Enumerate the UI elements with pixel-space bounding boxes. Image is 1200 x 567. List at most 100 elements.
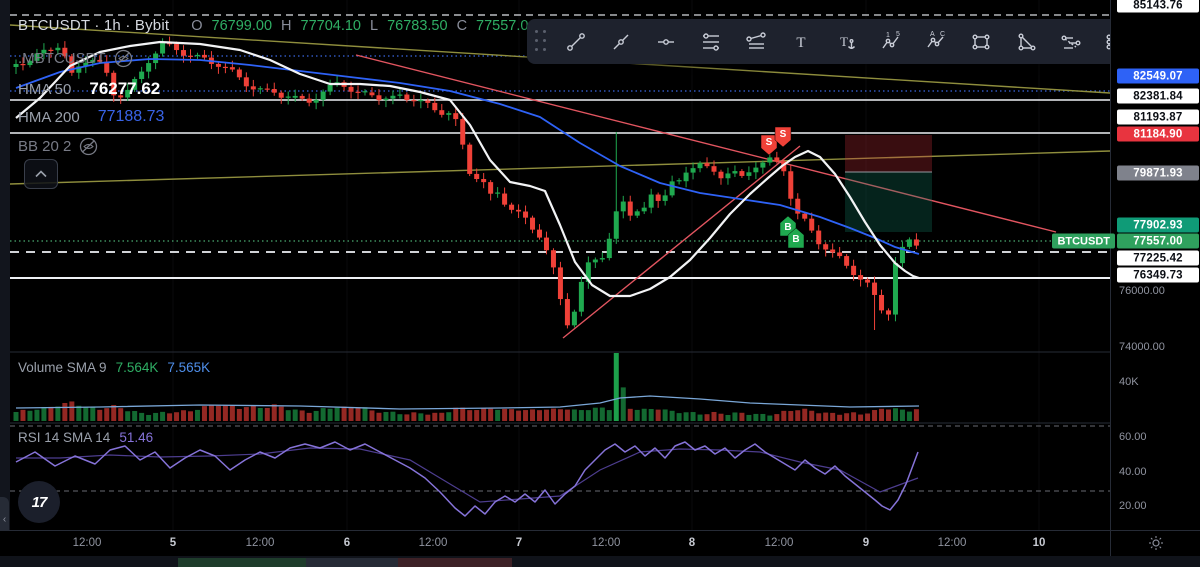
hma200-value: 77188.73 (97, 108, 165, 125)
price-label-85143.76: 85143.76 (1117, 0, 1199, 13)
hma200-line[interactable] (15, 58, 920, 255)
grid-lines (172, 0, 1040, 530)
svg-text:5: 5 (896, 31, 900, 38)
bb-label[interactable]: BB 20 2 (18, 138, 72, 155)
tool-text-button[interactable]: T (778, 23, 823, 61)
tool-projection-button[interactable] (1048, 23, 1093, 61)
time-label: 8 (688, 537, 696, 549)
time-label: 9 (862, 537, 870, 549)
hma50-label[interactable]: HMA 50 (18, 80, 72, 98)
short-position-tool[interactable] (845, 135, 932, 232)
ray-icon (613, 34, 628, 49)
toolbar-drag-handle-icon[interactable] (535, 29, 549, 54)
collapse-left-panel-handle[interactable]: ‹ (0, 497, 9, 541)
svg-text:1: 1 (886, 32, 890, 39)
rsi-legend: RSI 14 SMA 14 51.46 (18, 430, 153, 445)
sell-marker (760, 134, 778, 156)
text-icon: T (796, 35, 805, 51)
hidden-symbol-label[interactable]: .MBTCUSDT (18, 50, 106, 67)
left-rail (0, 0, 10, 567)
price-label-82549.07: 82549.07 (1117, 68, 1199, 84)
tool-ray-button[interactable] (598, 23, 643, 61)
hma50-line[interactable] (15, 40, 920, 298)
ohlc-key: O (191, 17, 203, 34)
eye-off-icon[interactable] (114, 49, 133, 68)
volume-legend: Volume SMA 9 7.564K 7.565K (18, 360, 210, 375)
svg-text:A: A (930, 31, 935, 38)
svg-text:C: C (940, 31, 945, 38)
price-label-77557.00: 77557.00 (1117, 233, 1199, 249)
bottom-strip-segment (306, 558, 398, 567)
tool-fib-channel-button[interactable] (733, 23, 778, 61)
volume-value: 7.564K (115, 360, 159, 375)
time-label: 12:00 (72, 537, 102, 549)
eye-off-icon[interactable] (79, 137, 98, 156)
tradingview-logo[interactable]: 17 (18, 481, 60, 523)
tool-trend-line-button[interactable] (553, 23, 598, 61)
svg-text:T: T (796, 35, 805, 51)
price-label-79871.93: 79871.93 (1117, 165, 1199, 181)
svg-text:T: T (840, 34, 848, 49)
time-label: 12:00 (418, 537, 448, 549)
trade-markers[interactable]: SS BB (760, 126, 805, 249)
bottom-strip-segment (398, 558, 512, 567)
anchored-text-icon: T (840, 34, 855, 49)
marker-letter: S (766, 137, 773, 148)
symbol-legend-row: BTCUSDT · 1h · Bybit O 76799.00 H 77704.10 L… (18, 17, 562, 34)
tool-rectangle-button[interactable] (958, 23, 1003, 61)
price-label-77225.42: 77225.42 (1117, 250, 1199, 266)
ohlc-key: L (370, 17, 379, 34)
bb-row: BB 20 2 (18, 137, 98, 156)
time-label: 12:00 (764, 537, 794, 549)
rectangle-icon (972, 33, 989, 49)
price-label-81184.90: 81184.90 (1117, 126, 1199, 142)
bottom-strip-segment (178, 558, 306, 567)
time-label: 6 (343, 537, 351, 549)
volume-bars (13, 353, 919, 421)
tool-horizontal-line-button[interactable] (643, 23, 688, 61)
legend-collapse-button[interactable] (24, 159, 58, 189)
hidden-symbol-row: .MBTCUSDT (18, 49, 133, 68)
price-axis[interactable]: 76000.00 74000.00 40K 60.00 40.00 20.00 85143.… (1052, 0, 1200, 530)
tool-triangle-button[interactable] (1003, 23, 1048, 61)
time-axis[interactable]: 12:00 5 12:00 6 12:00 7 12:00 8 12:00 9 12:00 10 (0, 530, 1200, 556)
hma50-value: 76277.62 (89, 79, 161, 98)
symbol-title[interactable]: BTCUSDT · 1h · Bybit (18, 17, 170, 34)
price-label-77902.93: 77902.93 (1117, 217, 1199, 233)
axis-settings-corner[interactable] (1110, 530, 1200, 556)
rsi-label[interactable]: RSI 14 SMA 14 (18, 430, 111, 445)
fib-retracement-icon (702, 32, 719, 51)
chart-canvas[interactable]: SS BB (0, 0, 1110, 530)
hma200-label[interactable]: HMA 200 (18, 108, 80, 126)
triangle-icon (1017, 33, 1036, 50)
horizontal-line-icon (657, 38, 674, 45)
hma50-row: HMA 50 76277.62 (18, 79, 160, 99)
price-label-81193.87: 81193.87 (1117, 109, 1199, 125)
candlestick-series (13, 36, 919, 330)
tradingview-logo-glyph: 17 (31, 493, 48, 511)
time-label: 12:00 (591, 537, 621, 549)
symbol-price-tag: BTCUSDT (1052, 233, 1115, 249)
tool-fib-retracement-button[interactable] (688, 23, 733, 61)
price-tick: 40.00 (1119, 466, 1147, 478)
hma200-row: HMA 200 77188.73 (18, 108, 164, 126)
buy-marker (787, 227, 805, 249)
marker-letter: S (780, 129, 787, 140)
chevron-up-icon (35, 170, 47, 178)
sell-marker (774, 126, 792, 148)
time-label: 10 (1032, 537, 1046, 549)
price-label-82381.84: 82381.84 (1117, 88, 1199, 104)
volume-label[interactable]: Volume SMA 9 (18, 360, 107, 375)
price-tick: 74000.00 (1119, 341, 1165, 353)
tool-anchored-text-button[interactable]: T (823, 23, 868, 61)
volume-sma-value: 7.565K (167, 360, 211, 375)
volume-sma-line (15, 395, 920, 410)
rsi-value: 51.46 (119, 430, 154, 445)
projection-icon (1061, 34, 1081, 49)
ohlc-value: 77704.10 (300, 17, 361, 34)
